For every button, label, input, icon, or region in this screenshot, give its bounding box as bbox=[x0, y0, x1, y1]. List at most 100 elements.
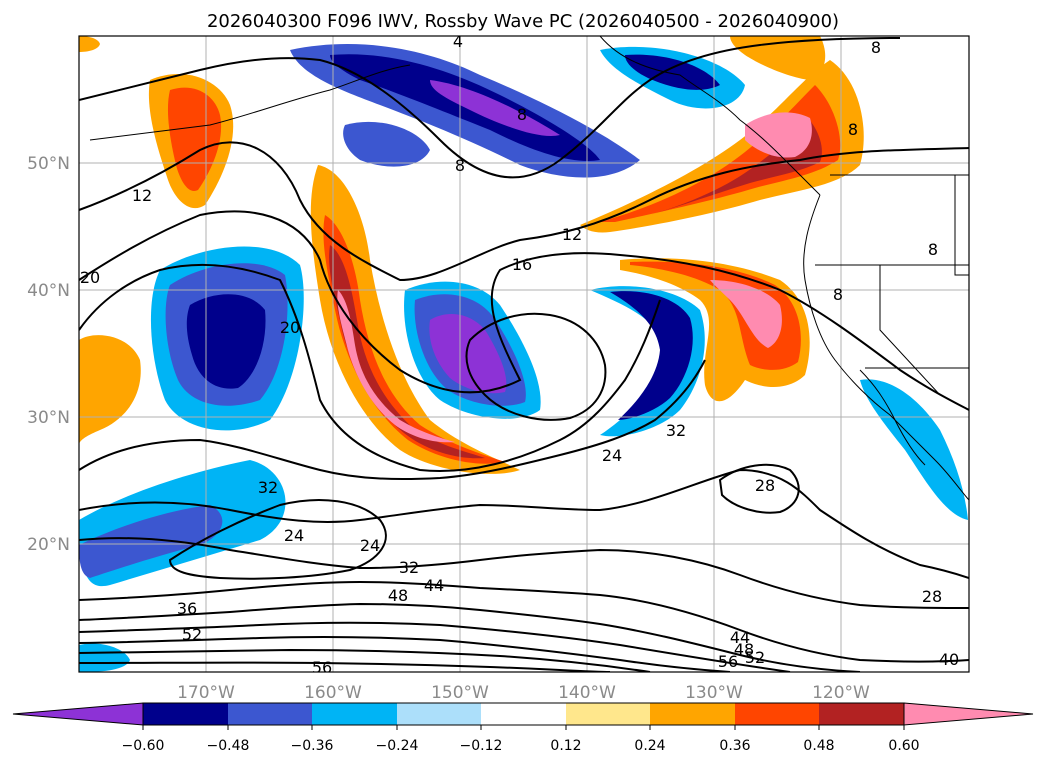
contour-label: 20 bbox=[280, 318, 300, 337]
contour-label: 40 bbox=[939, 650, 959, 669]
colorbar-tick-label: 0.36 bbox=[719, 738, 750, 754]
colorbar-tick-label: 0.24 bbox=[634, 738, 665, 754]
lon-label: 150°W bbox=[431, 683, 489, 703]
border-nevada bbox=[879, 265, 941, 396]
contour-loop-east bbox=[718, 463, 800, 514]
colorbar-tick-label: −0.24 bbox=[376, 738, 419, 754]
anomaly-s-band bbox=[310, 165, 520, 474]
contour-label: 48 bbox=[388, 586, 408, 605]
anomaly-center-min bbox=[429, 314, 507, 394]
lon-label: 130°W bbox=[685, 683, 743, 703]
contour-loop-center bbox=[465, 312, 607, 421]
colorbar-bin bbox=[650, 703, 735, 725]
contour-label: 8 bbox=[833, 285, 843, 304]
colorbar-tick-label: 0.12 bbox=[550, 738, 581, 754]
contour-label: 16 bbox=[512, 255, 532, 274]
colorbar-bin bbox=[819, 703, 904, 725]
coastline-aleutians bbox=[89, 64, 411, 141]
positive-anomalies bbox=[79, 36, 864, 474]
contour-label: 28 bbox=[755, 476, 775, 495]
lat-label: 50°N bbox=[27, 154, 70, 174]
contour-label: 44 bbox=[424, 576, 444, 595]
contour-label: 32 bbox=[666, 421, 686, 440]
colorbar-tick-label: −0.12 bbox=[460, 738, 503, 754]
anomaly-gulf-small bbox=[343, 121, 430, 167]
anomaly-s-band-dark bbox=[329, 245, 485, 459]
anomaly-southwest-corner bbox=[79, 643, 130, 672]
colorbar-frame bbox=[142, 702, 905, 726]
lon-label: 140°W bbox=[558, 683, 616, 703]
anomaly-southwest-core bbox=[79, 505, 223, 578]
colorbar-bin bbox=[228, 703, 312, 725]
colorbar-extend-max bbox=[903, 702, 1034, 726]
anomaly-north-trough-min bbox=[430, 80, 560, 136]
lat-label: 40°N bbox=[27, 281, 70, 301]
contour-label: 32 bbox=[258, 478, 278, 497]
colorbar-tick-label: −0.60 bbox=[122, 738, 165, 754]
contour-56 bbox=[79, 661, 611, 672]
contour-label: 20 bbox=[80, 268, 100, 287]
map-title: 2026040300 F096 IWV, Rossby Wave PC (202… bbox=[207, 11, 839, 32]
contour-label: 8 bbox=[871, 38, 881, 57]
coastlines bbox=[89, 36, 969, 501]
contour-44 bbox=[79, 621, 791, 672]
coastline-north-america bbox=[803, 194, 969, 501]
colorbar-tick-label: 0.48 bbox=[803, 738, 834, 754]
anomaly-east-ridge-core bbox=[630, 261, 801, 370]
contour-label: 8 bbox=[848, 120, 858, 139]
anomaly-ridge-west-core bbox=[167, 87, 222, 191]
contour-labels: 4 8 8 8 8 8 12 12 16 20 20 24 24 24 28 2… bbox=[80, 32, 959, 677]
colorbar-bin bbox=[397, 703, 481, 725]
anomaly-coast-south bbox=[860, 379, 968, 520]
anomaly-jet-northeast bbox=[580, 60, 864, 233]
contour-label: 4 bbox=[453, 32, 463, 51]
longitude-labels: 170°W 160°W 150°W 140°W 130°W 120°W bbox=[177, 683, 870, 703]
contour-label: 32 bbox=[399, 558, 419, 577]
contour-label: 48 bbox=[734, 640, 754, 659]
contour-label: 36 bbox=[177, 599, 197, 618]
colorbar-tick-label: 0.60 bbox=[888, 738, 919, 754]
contour-20 bbox=[79, 263, 661, 472]
colorbar-bin bbox=[312, 703, 397, 725]
contour-label: 56 bbox=[312, 658, 332, 677]
contour-label: 12 bbox=[562, 225, 582, 244]
contour-16 bbox=[79, 210, 969, 411]
colorbar-tick-label: −0.36 bbox=[291, 738, 334, 754]
coastline-baja bbox=[859, 369, 926, 466]
lon-label: 170°W bbox=[177, 683, 235, 703]
lat-label: 20°N bbox=[27, 535, 70, 555]
colorbar: −0.60 −0.48 −0.36 −0.24 −0.12 0.12 0.24 … bbox=[12, 702, 1034, 754]
colorbar-tick-label: −0.48 bbox=[207, 738, 250, 754]
anomaly-left-edge bbox=[79, 335, 141, 445]
colorbar-bin bbox=[566, 703, 650, 725]
colorbar-bin bbox=[143, 703, 228, 725]
contour-32 bbox=[79, 537, 969, 609]
contour-label: 8 bbox=[517, 105, 527, 124]
contour-label: 8 bbox=[928, 240, 938, 259]
contour-label: 12 bbox=[132, 186, 152, 205]
lon-label: 160°W bbox=[304, 683, 362, 703]
contour-label: 44 bbox=[730, 628, 750, 647]
contour-12 bbox=[79, 141, 969, 282]
colorbar-extend-min bbox=[12, 702, 144, 726]
anomaly-alaska-core bbox=[625, 54, 720, 90]
contour-label: 52 bbox=[182, 625, 202, 644]
contour-label: 28 bbox=[922, 587, 942, 606]
contour-52 bbox=[79, 648, 651, 672]
colorbar-bin bbox=[481, 703, 566, 725]
lon-label: 120°W bbox=[812, 683, 870, 703]
contour-28 bbox=[79, 468, 969, 579]
anomaly-top-left-small bbox=[79, 36, 100, 52]
coastline-alaska bbox=[599, 36, 821, 196]
contour-36 bbox=[79, 580, 969, 663]
anomaly-jet-northeast-max bbox=[745, 112, 812, 158]
contour-48 bbox=[79, 635, 731, 672]
contour-label: 52 bbox=[745, 648, 765, 667]
colorbar-bin bbox=[735, 703, 819, 725]
contour-8-north bbox=[79, 37, 901, 179]
contour-loop-southwest bbox=[168, 499, 387, 580]
contour-label: 24 bbox=[360, 536, 380, 555]
contour-label: 56 bbox=[718, 652, 738, 671]
map-frame bbox=[78, 35, 970, 673]
